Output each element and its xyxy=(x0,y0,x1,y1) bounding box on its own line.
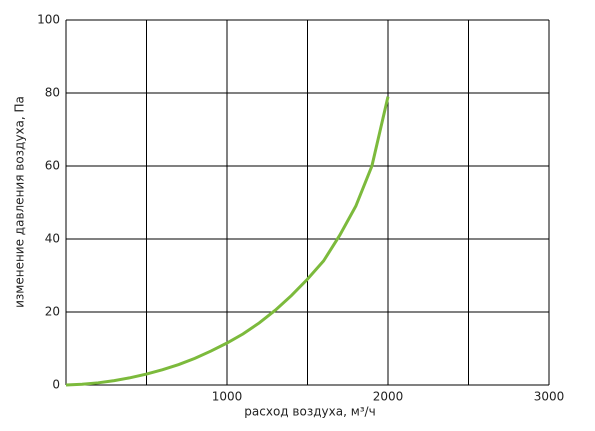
y-tick-label: 60 xyxy=(45,159,60,173)
y-axis-label: изменение давления воздуха, Па xyxy=(13,96,27,308)
x-axis-label: расход воздуха, м³/ч xyxy=(244,405,375,419)
x-tick-label: 1000 xyxy=(212,390,243,404)
y-tick-label: 20 xyxy=(45,305,60,319)
data-line xyxy=(65,96,390,387)
y-tick-label: 0 xyxy=(52,378,60,392)
y-tick-label: 80 xyxy=(45,86,60,100)
x-tick-label: 2000 xyxy=(373,390,404,404)
y-tick-label: 40 xyxy=(45,232,60,246)
x-tick-label: 3000 xyxy=(534,390,565,404)
y-tick-label: 100 xyxy=(37,13,60,27)
